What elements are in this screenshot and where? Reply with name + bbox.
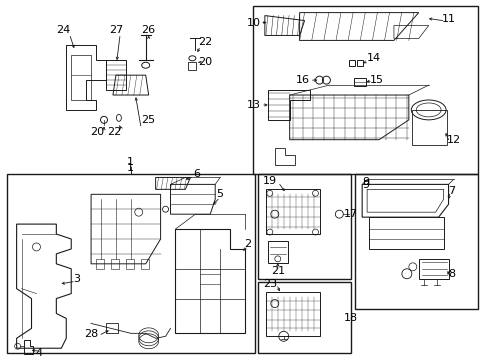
Text: 13: 13 [246, 100, 261, 110]
Bar [257, 175, 350, 279]
Text: 23: 23 [262, 279, 276, 289]
Text: 15: 15 [369, 75, 383, 85]
Text: 7: 7 [447, 186, 454, 196]
Text: 25: 25 [142, 115, 155, 125]
Text: 3: 3 [73, 274, 80, 284]
Bar [106, 323, 118, 333]
Text: 11: 11 [441, 14, 455, 23]
Text: 10: 10 [246, 18, 261, 27]
Text: 24: 24 [56, 26, 70, 36]
Text: 18: 18 [344, 314, 358, 323]
Text: 19: 19 [262, 176, 276, 186]
Bar [257, 282, 350, 353]
Bar [252, 6, 477, 175]
Bar [348, 60, 354, 66]
Bar [418, 259, 447, 279]
Text: 22: 22 [198, 37, 212, 48]
Bar [7, 175, 254, 353]
Text: 20: 20 [90, 127, 104, 137]
Bar [265, 189, 320, 234]
Text: 27: 27 [108, 26, 123, 36]
Text: 16: 16 [295, 75, 309, 85]
Text: 22: 22 [106, 127, 121, 137]
Text: 14: 14 [366, 53, 380, 63]
Text: 8: 8 [447, 269, 454, 279]
Bar [353, 78, 366, 86]
Text: 21: 21 [270, 266, 284, 276]
Text: 6: 6 [192, 170, 200, 180]
Text: 26: 26 [142, 26, 155, 36]
Text: 12: 12 [446, 135, 460, 145]
Text: 4: 4 [36, 348, 43, 358]
Text: 28: 28 [83, 329, 98, 339]
Text: 1: 1 [127, 157, 134, 167]
Bar [354, 175, 477, 309]
Bar [71, 55, 91, 100]
Bar [265, 292, 320, 336]
Text: 20: 20 [198, 57, 212, 67]
Bar [356, 60, 363, 66]
Text: 9: 9 [362, 180, 369, 190]
Text: 9: 9 [362, 177, 369, 188]
Text: 5: 5 [216, 189, 223, 199]
Bar [267, 241, 287, 263]
Text: 2: 2 [244, 239, 251, 249]
Text: 17: 17 [344, 209, 358, 219]
Text: 1: 1 [127, 162, 134, 172]
